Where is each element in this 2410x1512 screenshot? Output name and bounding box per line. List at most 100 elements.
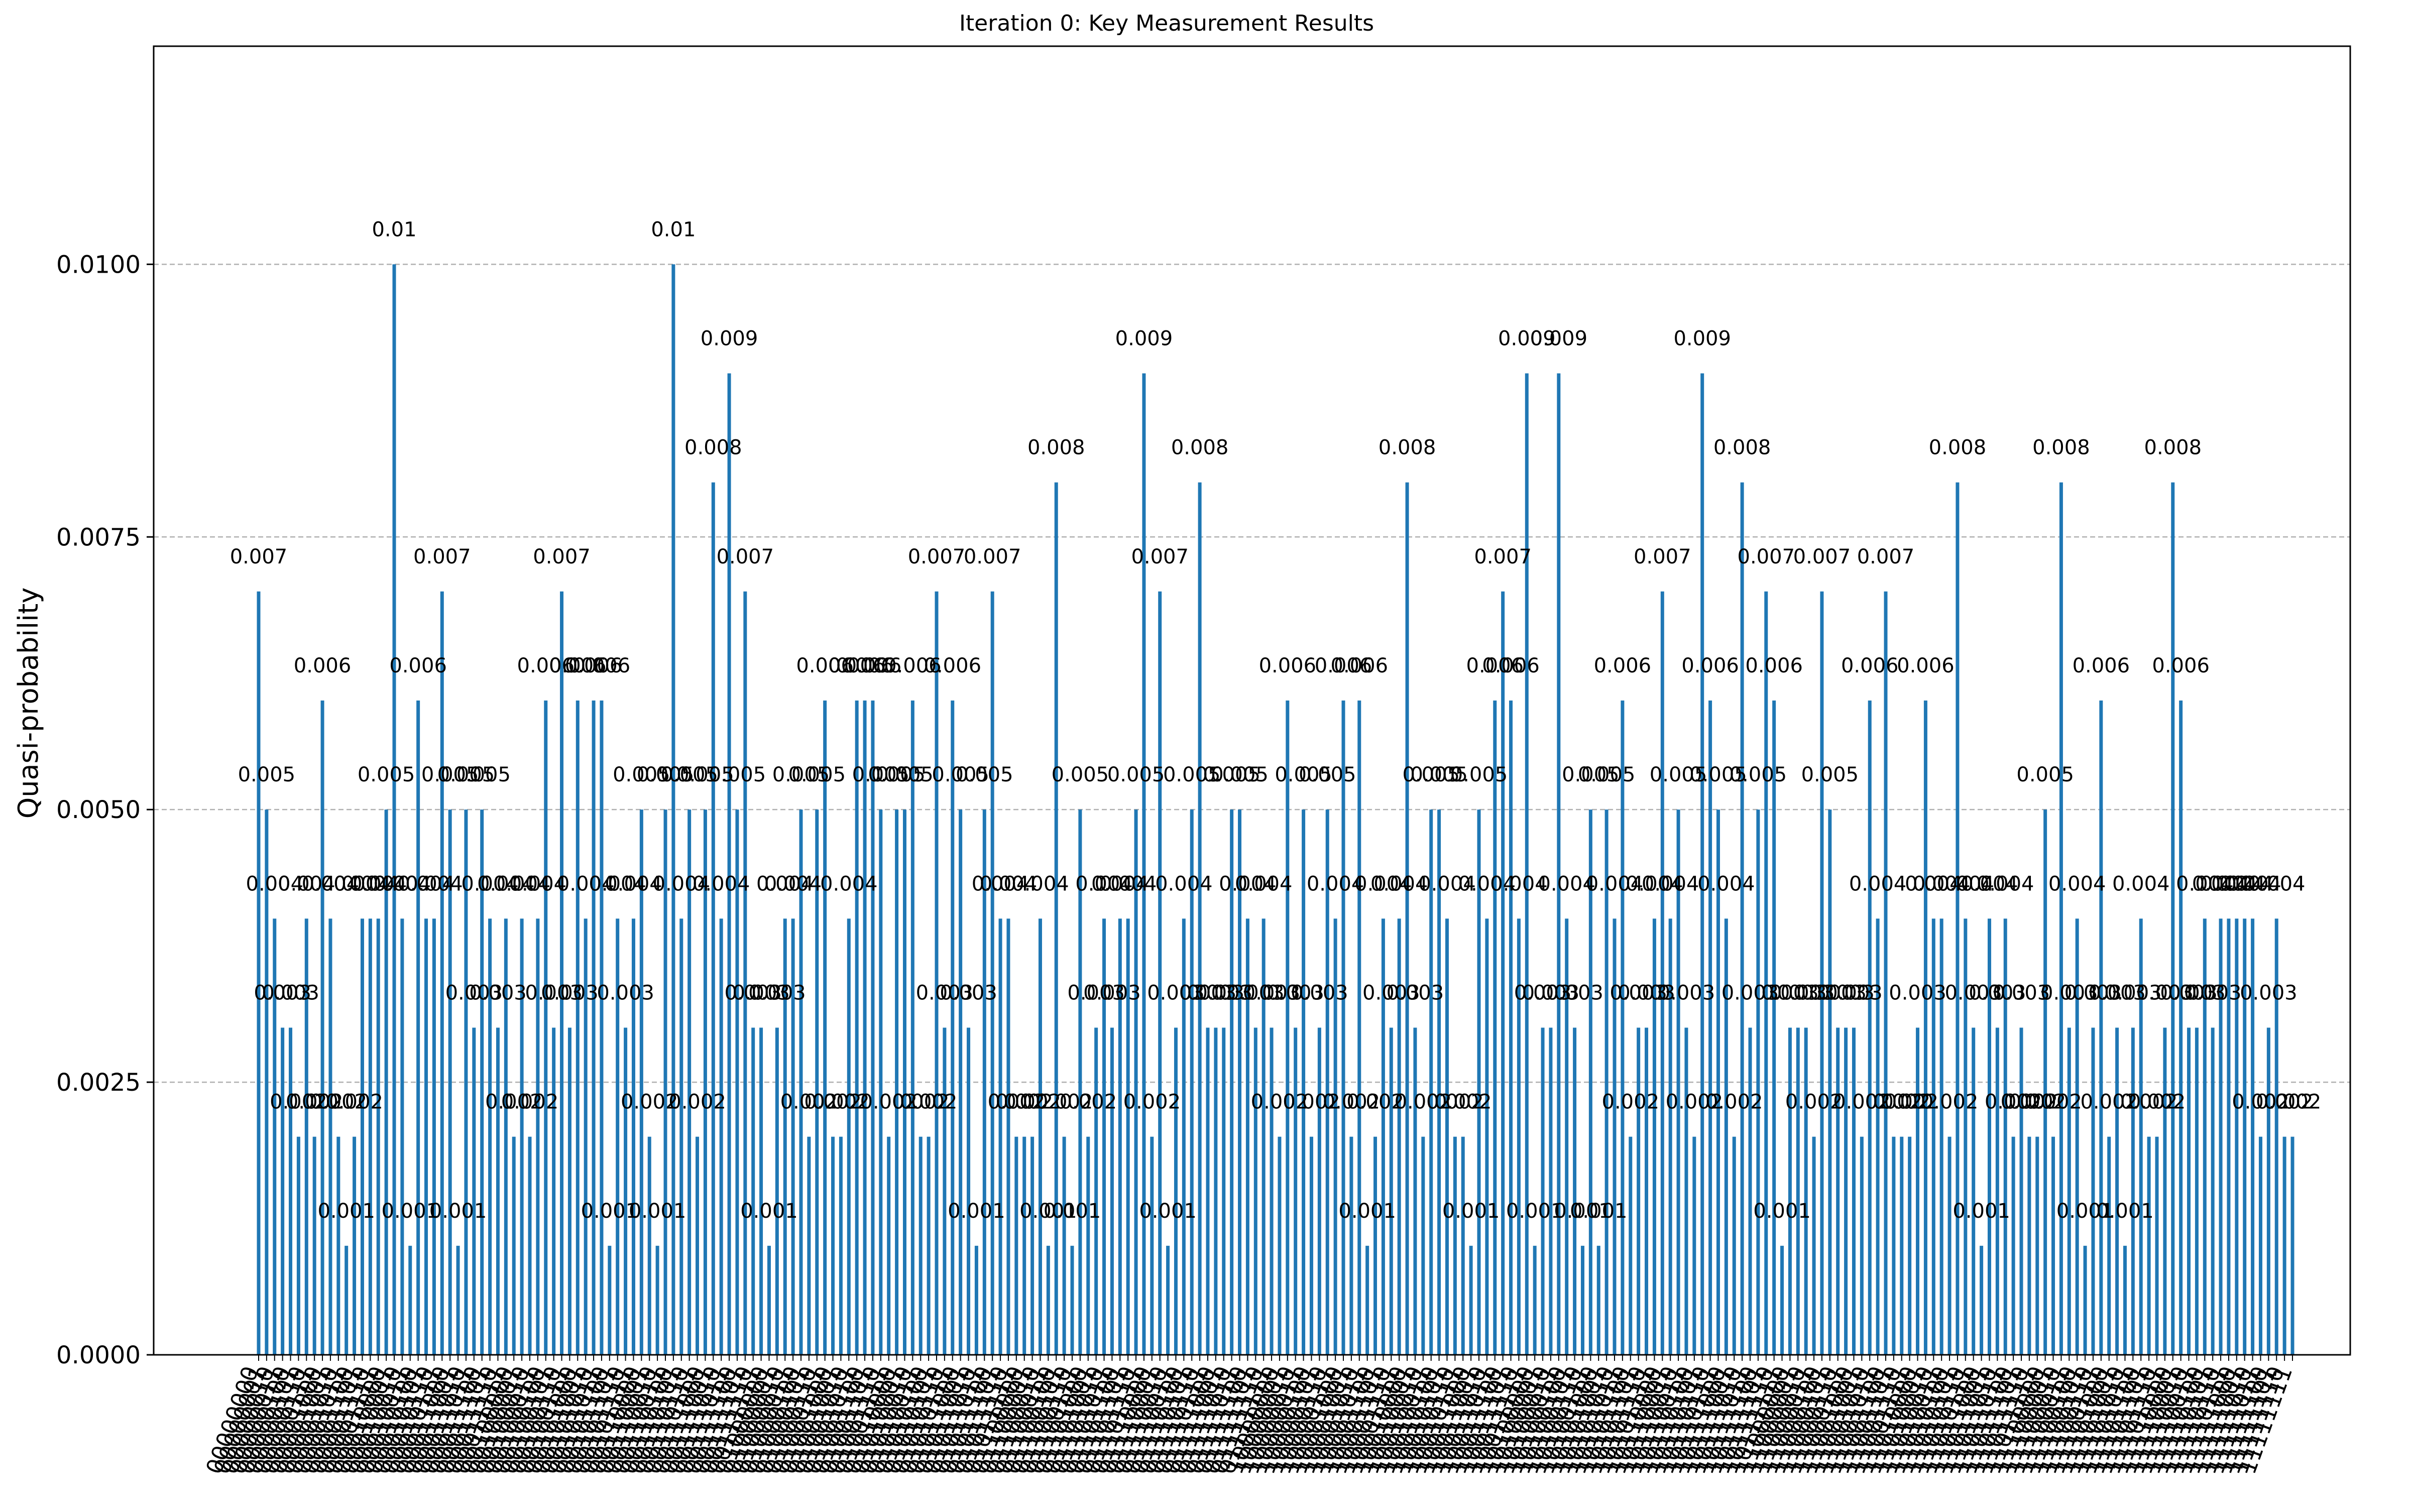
bar xyxy=(1094,1027,1098,1355)
bar xyxy=(719,918,723,1355)
bar-value-label: 0.002 xyxy=(621,1091,678,1114)
bar-value-label: 0.004 xyxy=(1961,872,2018,895)
bar xyxy=(1660,591,1664,1355)
bar-value-label: 0.004 xyxy=(509,872,567,895)
y-axis-label: Quasi-probability xyxy=(13,588,44,819)
bar xyxy=(496,1027,500,1355)
bar-value-label: 0.006 xyxy=(1594,654,1652,677)
bar xyxy=(1118,918,1122,1355)
bar xyxy=(392,264,396,1355)
bar xyxy=(1580,1245,1584,1355)
bar-value-label: 0.003 xyxy=(1546,982,1603,1005)
bar-value-label: 0.006 xyxy=(1841,654,1899,677)
bar xyxy=(839,1136,843,1355)
x-axis-ticks: 0000000000000001000000100000001100000100… xyxy=(201,1355,2298,1477)
bar xyxy=(1525,373,1529,1355)
bar-value-label: 0.006 xyxy=(1681,654,1739,677)
bar-value-label: 0.006 xyxy=(1331,654,1389,677)
bar xyxy=(416,701,420,1355)
bar-value-label: 0.003 xyxy=(1722,982,1779,1005)
bar xyxy=(1804,1027,1808,1355)
bar xyxy=(990,591,994,1355)
bar xyxy=(2067,1027,2071,1355)
bar-value-label: 0.008 xyxy=(684,436,742,459)
grid-lines xyxy=(154,264,2350,1083)
bar xyxy=(2251,918,2255,1355)
bar-value-label: 0.008 xyxy=(1713,436,1771,459)
bar xyxy=(2163,1027,2167,1355)
bar-value-label: 0.003 xyxy=(1817,982,1875,1005)
bar xyxy=(1421,1136,1425,1355)
bar xyxy=(1317,1027,1321,1355)
bar xyxy=(927,1136,931,1355)
bar xyxy=(2147,1136,2151,1355)
bar xyxy=(799,809,803,1355)
bar xyxy=(281,1027,285,1355)
bar-value-label: 0.006 xyxy=(1315,654,1372,677)
bar-value-label: 0.003 xyxy=(1195,982,1253,1005)
bar xyxy=(504,918,508,1355)
bar-value-label: 0.002 xyxy=(812,1091,870,1114)
bar-value-label: 0.005 xyxy=(1410,763,1468,786)
bar xyxy=(703,809,707,1355)
bar-value-label: 0.002 xyxy=(1346,1091,1404,1114)
bar xyxy=(1469,1245,1473,1355)
bar xyxy=(1477,809,1481,1355)
bar-value-label: 0.009 xyxy=(701,327,758,351)
bar-value-label: 0.008 xyxy=(2144,436,2202,459)
bar-value-label: 0.003 xyxy=(262,982,319,1005)
bar xyxy=(1038,918,1042,1355)
bar-value-label: 0.005 xyxy=(2016,763,2074,786)
bar xyxy=(1405,482,1409,1355)
bar-value-label: 0.002 xyxy=(2256,1091,2314,1114)
bar xyxy=(408,1245,412,1355)
bar-value-label: 0.001 xyxy=(317,1200,375,1223)
bar xyxy=(1844,1027,1848,1355)
bar-value-label: 0.001 xyxy=(1338,1200,1396,1223)
bar-value-label: 0.001 xyxy=(1570,1200,1628,1223)
bar-value-label: 0.007 xyxy=(717,545,774,568)
bar-value-label: 0.001 xyxy=(1044,1200,1101,1223)
bar-value-label: 0.003 xyxy=(1267,982,1324,1005)
bar-value-label: 0.003 xyxy=(1522,982,1580,1005)
bar xyxy=(1692,1136,1696,1355)
bar xyxy=(1588,809,1592,1355)
bar-value-label: 0.003 xyxy=(1658,982,1715,1005)
bar-value-label: 0.003 xyxy=(1179,982,1237,1005)
bar-value-label: 0.003 xyxy=(916,982,974,1005)
bar xyxy=(1972,1027,1976,1355)
bar xyxy=(1445,918,1449,1355)
data-labels: 0.0070.0050.0040.0030.0030.0020.0040.002… xyxy=(230,218,2322,1222)
bar xyxy=(1325,809,1329,1355)
bar xyxy=(1676,809,1680,1355)
bar-value-label: 0.002 xyxy=(1060,1091,1117,1114)
bar-value-label: 0.005 xyxy=(1650,763,1707,786)
bar xyxy=(1070,1245,1074,1355)
bar-value-label: 0.004 xyxy=(2112,872,2170,895)
bar xyxy=(1549,1027,1553,1355)
bar xyxy=(464,809,468,1355)
bar xyxy=(1613,918,1617,1355)
bar-value-label: 0.002 xyxy=(1434,1091,1492,1114)
bar xyxy=(751,1027,755,1355)
bar-value-label: 0.002 xyxy=(1251,1091,1309,1114)
bar xyxy=(2035,1136,2039,1355)
bar-value-label: 0.004 xyxy=(1913,872,1971,895)
bar-value-label: 0.002 xyxy=(1865,1091,1923,1114)
bar-value-label: 0.004 xyxy=(2192,872,2250,895)
bar xyxy=(1931,918,1935,1355)
bar xyxy=(1764,591,1768,1355)
bar-value-label: 0.003 xyxy=(732,982,790,1005)
bar xyxy=(520,918,524,1355)
bar-value-label: 0.002 xyxy=(1323,1091,1381,1114)
bar-value-label: 0.003 xyxy=(541,982,599,1005)
bar-value-label: 0.004 xyxy=(341,872,399,895)
bar-value-label: 0.005 xyxy=(709,763,766,786)
bar-value-label: 0.004 xyxy=(302,872,360,895)
bar-value-label: 0.007 xyxy=(1857,545,1915,568)
bar-value-label: 0.006 xyxy=(1466,654,1524,677)
bar xyxy=(2059,482,2063,1355)
bar xyxy=(1860,1136,1864,1355)
bar-value-label: 0.002 xyxy=(1881,1091,1938,1114)
bar xyxy=(544,701,548,1355)
